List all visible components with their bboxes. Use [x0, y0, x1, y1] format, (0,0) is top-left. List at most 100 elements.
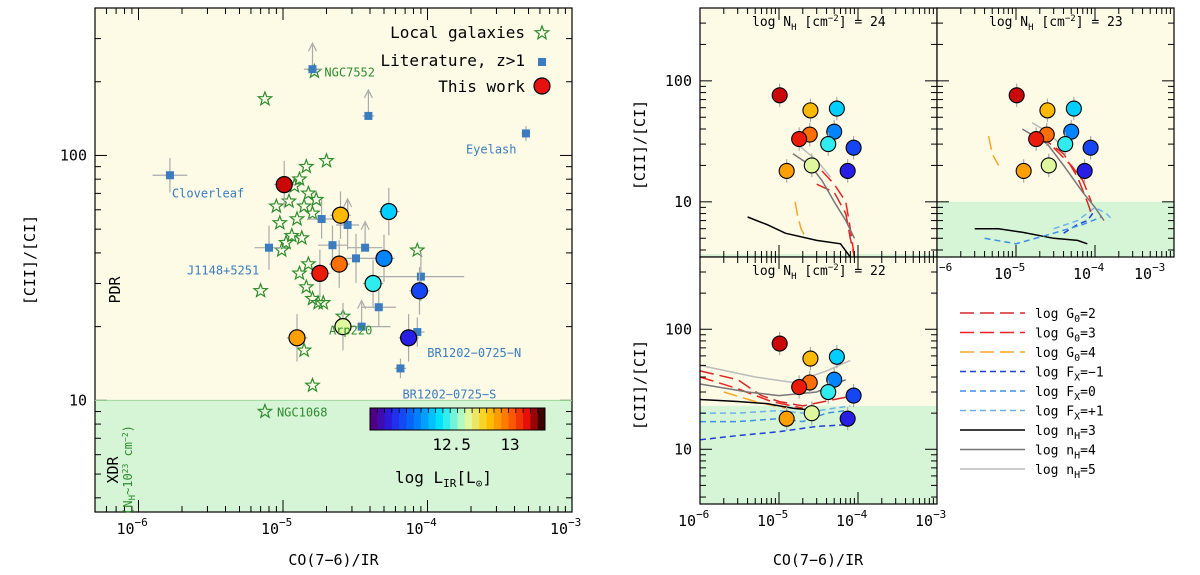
main-x-tick-label-part-1: −5: [279, 516, 292, 529]
model-panel-header-part-2: [cm: [797, 264, 828, 279]
local-galaxy-point: [295, 341, 313, 358]
main-x-axis-label: CO(7−6)/IR: [288, 551, 379, 569]
model-this-work-point: [820, 383, 837, 401]
model-legend-label: log FX=−1: [1035, 366, 1104, 384]
model-this-work-point: [803, 157, 820, 174]
xdr-label: XDR: [104, 455, 122, 483]
colorbar-segment: [493, 408, 502, 430]
model-y-axis-label-bottom: [CII]/[CI]: [631, 340, 649, 430]
model-panel-header-part-0: log N: [752, 15, 791, 30]
legend-literature-label: Literature, z>1: [381, 51, 526, 70]
this-work-point: [400, 329, 418, 347]
model-xdr-region: [937, 201, 1174, 257]
model-x-tick-label: 10−3: [1134, 261, 1165, 283]
xdr-sublabel-part-5: −2: [121, 432, 130, 442]
literature-point: [328, 241, 337, 250]
model-legend-label-part-2: =4: [1080, 346, 1096, 361]
literature-point: [357, 322, 366, 331]
model-legend-label: log FX=0: [1035, 385, 1096, 403]
model-this-work-point: [771, 87, 788, 104]
colorbar-segment: [421, 408, 429, 430]
model-legend-label-part-0: log G: [1035, 307, 1074, 322]
model-x-tick-label-part-0: 10: [994, 265, 1012, 283]
model-x-tick-label-part-0: 10: [836, 512, 854, 530]
model-pdr-region: [937, 8, 1174, 202]
pdr-region: [95, 8, 572, 401]
model-curve: [747, 216, 851, 258]
local-galaxy-point: [283, 226, 301, 243]
this-work-point: [364, 274, 382, 293]
colorbar-segment: [515, 408, 524, 430]
local-galaxy-label: Arp220: [329, 323, 372, 337]
this-work-point: [375, 249, 393, 267]
model-y-axis-label-top: [CII]/[CI]: [631, 100, 649, 190]
literature-label: Cloverleaf: [172, 186, 244, 200]
model-panel-header-part-1: H: [791, 23, 796, 33]
local-galaxy-point: [307, 190, 325, 207]
colorbar-segment: [501, 408, 510, 430]
colorbar-segment: [530, 408, 539, 430]
model-y-tick-label: 10: [674, 440, 692, 458]
model-this-work-point: [845, 387, 862, 404]
model-legend-label: log nH=5: [1035, 463, 1096, 481]
model-legend-label-part-1: H: [1074, 451, 1080, 462]
model-curve: [974, 227, 1088, 245]
model-y-tick-label: 100: [665, 72, 692, 90]
model-xdr-region: [700, 405, 937, 504]
main-x-tick-label: 10−6: [116, 516, 147, 538]
xdr-sublabel: (NH~1023 cm−2): [121, 425, 138, 515]
model-legend-label-part-2: =+1: [1080, 405, 1103, 420]
main-x-tick-label: 10−5: [261, 516, 292, 538]
model-panel-header-part-1: H: [791, 272, 796, 282]
colorbar-segment: [523, 408, 531, 430]
main-y-tick-label: 10: [69, 391, 87, 409]
literature-limit-arrowhead: [360, 220, 370, 230]
literature-point: [351, 254, 360, 263]
model-this-work-point: [1065, 100, 1082, 117]
local-galaxy-point: [291, 170, 308, 187]
colorbar-label-part-4: ]: [482, 468, 492, 487]
colorbar-label-part-0: log L: [395, 468, 443, 487]
model-curve: [984, 216, 1102, 245]
literature-point: [521, 129, 530, 138]
model-x-tick-label-part-0: −6: [939, 261, 952, 274]
main-x-tick-label-part-0: 10: [405, 520, 423, 538]
local-galaxy-point: [288, 210, 306, 227]
model-legend-label-part-1: 0: [1074, 314, 1080, 325]
literature-point: [165, 171, 174, 180]
colorbar-segment: [450, 408, 458, 430]
model-pdr-region: [700, 257, 937, 406]
model-curve: [1063, 209, 1096, 234]
local-galaxy-label: NGC1068: [277, 406, 328, 420]
local-galaxy-point: [298, 157, 315, 174]
model-legend-label-part-0: log F: [1035, 385, 1074, 400]
colorbar-segment: [464, 408, 473, 430]
model-curve: [821, 170, 856, 258]
this-work-point: [288, 329, 306, 347]
model-this-work-point: [1057, 136, 1074, 153]
model-this-work-point: [1040, 157, 1057, 174]
literature-limit-arrowhead: [357, 299, 367, 309]
model-pdr-region: [700, 8, 937, 255]
this-work-point: [334, 318, 352, 336]
model-this-work-point: [1039, 102, 1056, 119]
xdr-sublabel-part-6: ): [121, 425, 135, 432]
model-this-work-point: [803, 405, 820, 422]
model-legend-label: log FX=+1: [1035, 405, 1104, 423]
model-legend-label-part-2: =3: [1080, 327, 1096, 342]
model-curve: [699, 370, 855, 407]
model-x-axis-label: CO(7−6)/IR: [773, 551, 864, 569]
model-this-work-point: [820, 136, 837, 153]
colorbar-segment: [457, 408, 466, 430]
colorbar-label-part-1: IR: [443, 477, 457, 490]
local-galaxy-point: [291, 264, 308, 281]
model-y-tick-label: 10: [674, 193, 692, 211]
colorbar-label-part-2: [L: [456, 468, 475, 487]
literature-label: BR1202−0725−S: [402, 387, 496, 401]
colorbar-segment: [406, 408, 415, 430]
literature-point: [374, 303, 383, 312]
model-panel-header-part-3: −2: [828, 14, 839, 24]
main-x-tick-label-part-1: −4: [424, 516, 438, 529]
xdr-sublabel-part-0: (N: [121, 500, 135, 514]
model-legend-label-part-2: =3: [1080, 424, 1096, 439]
